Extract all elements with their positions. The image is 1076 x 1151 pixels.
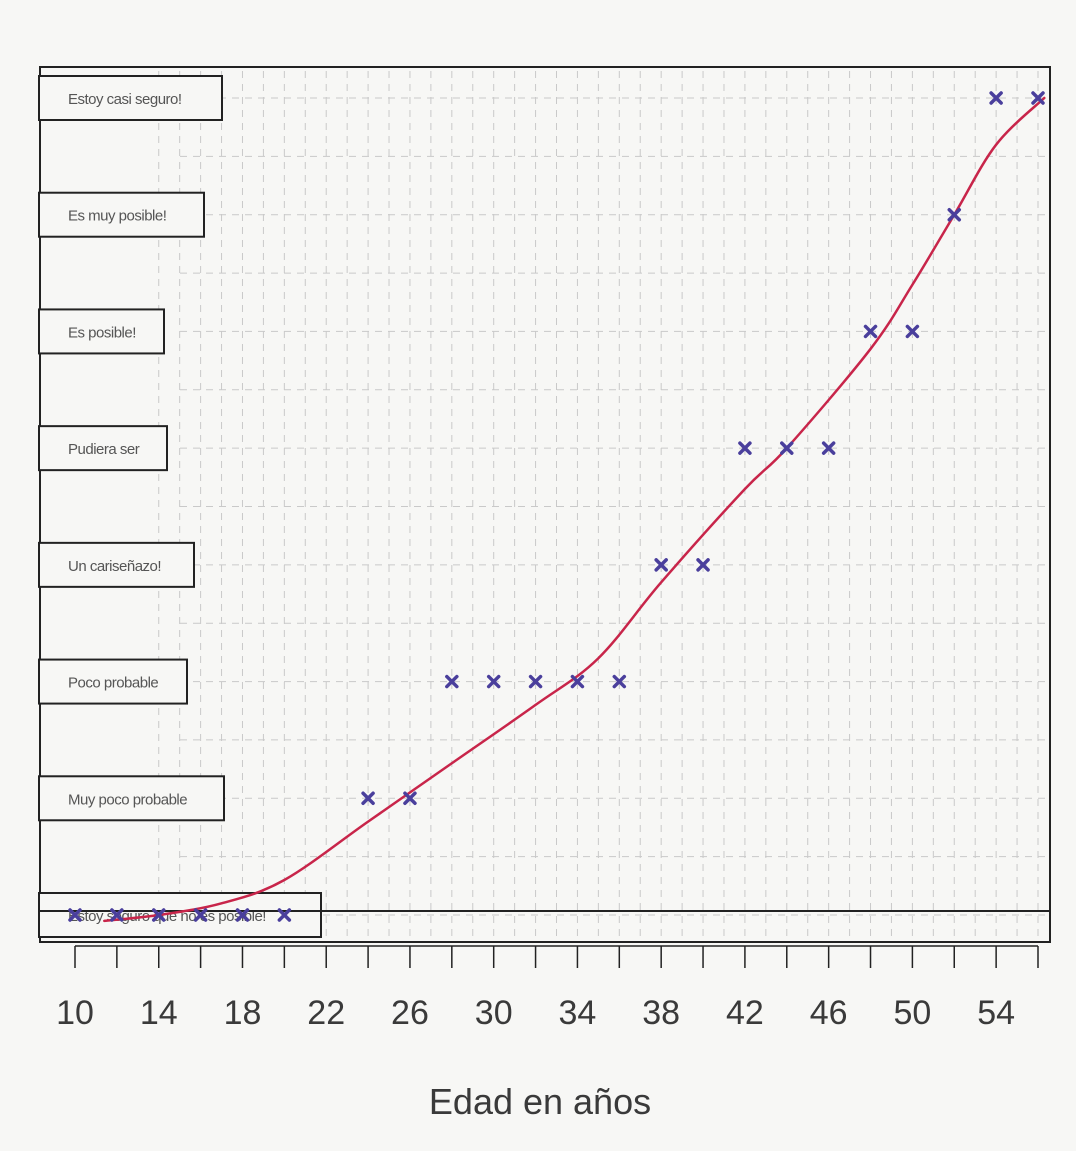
x-tick-label: 50 xyxy=(893,994,931,1032)
series xyxy=(68,91,1046,923)
x-tick-label: 34 xyxy=(559,994,597,1032)
category-label: Pudiera ser xyxy=(68,441,140,458)
category-box: Es posible! xyxy=(38,308,165,355)
x-tick-label: 22 xyxy=(307,994,345,1032)
data-point-stroke xyxy=(780,441,794,455)
category-label-boxes: Estoy seguro que no es posible! Muy poco … xyxy=(38,75,1050,938)
data-point-stroke xyxy=(612,674,627,689)
category-label: Muy poco probable xyxy=(68,791,187,808)
data-point-stroke xyxy=(989,91,1003,105)
data-point xyxy=(905,324,920,339)
x-axis-title: Edad en años xyxy=(429,1081,651,1122)
data-point-stroke xyxy=(696,558,710,572)
data-point xyxy=(738,441,752,455)
data-point-stroke xyxy=(528,674,543,689)
x-tick-label: 30 xyxy=(475,994,513,1032)
data-point-stroke xyxy=(905,324,920,339)
category-label: Un cariseñazo! xyxy=(68,558,161,575)
category-box: Pudiera ser xyxy=(38,425,168,472)
data-point-stroke xyxy=(277,908,292,922)
data-point xyxy=(403,791,417,806)
category-box-frame xyxy=(38,892,322,938)
data-point-stroke xyxy=(151,908,166,922)
category-box-frame xyxy=(38,308,165,355)
category-box-frame xyxy=(38,191,205,238)
data-point xyxy=(68,908,82,922)
x-tick-label: 42 xyxy=(726,994,764,1032)
data-point-stroke xyxy=(654,558,668,572)
data-point xyxy=(570,674,585,689)
data-point xyxy=(277,908,292,922)
category-label: Es posible! xyxy=(68,324,136,341)
x-tick-label: 54 xyxy=(977,994,1015,1032)
data-point xyxy=(193,908,208,922)
data-point xyxy=(654,558,668,572)
data-point xyxy=(528,674,543,689)
plot-frame xyxy=(39,66,1051,943)
data-point xyxy=(821,441,836,455)
data-point-stroke xyxy=(403,791,417,806)
category-box-frame xyxy=(38,775,225,822)
data-point-stroke xyxy=(486,674,501,689)
data-point-stroke xyxy=(738,441,752,455)
data-point xyxy=(110,908,124,922)
x-tick-label: 10 xyxy=(56,994,94,1032)
fit-curve xyxy=(103,96,1046,923)
x-tick-label: 26 xyxy=(391,994,429,1032)
category-box-frame xyxy=(38,425,168,472)
data-point-stroke xyxy=(863,324,878,339)
x-tick-label: 46 xyxy=(810,994,848,1032)
data-point-stroke xyxy=(68,908,82,922)
category-label: Poco probable xyxy=(68,675,158,692)
category-box: Es muy posible! xyxy=(38,191,205,238)
data-point-stroke xyxy=(235,908,250,922)
data-point xyxy=(235,908,250,922)
data-point xyxy=(361,791,375,806)
data-point-stroke xyxy=(570,674,585,689)
x-tick-label: 38 xyxy=(642,994,680,1032)
category-box: Poco probable xyxy=(38,658,188,705)
data-point-stroke xyxy=(445,674,459,689)
x-tick-label: 18 xyxy=(224,994,262,1032)
data-point-stroke xyxy=(110,908,124,922)
category-box-frame xyxy=(38,658,188,705)
data-point-stroke xyxy=(1031,91,1045,105)
category-box: Muy poco probable xyxy=(38,775,225,822)
data-point xyxy=(696,558,710,572)
data-point xyxy=(445,674,459,689)
data-point-stroke xyxy=(947,207,962,222)
category-box-frame xyxy=(38,75,223,121)
data-point xyxy=(486,674,501,689)
data-point xyxy=(612,674,627,689)
x-tick-label: 14 xyxy=(140,994,178,1032)
data-point xyxy=(1031,91,1045,105)
data-point xyxy=(863,324,878,339)
x-axis: 10 14 18 22 26 30 34 38 42 46 50 54 xyxy=(56,945,1039,1032)
data-point-stroke xyxy=(821,441,836,455)
category-box: Un cariseñazo! xyxy=(38,541,195,588)
data-point xyxy=(151,908,166,922)
data-point xyxy=(989,91,1003,105)
category-box-frame xyxy=(38,541,195,588)
data-point-stroke xyxy=(361,791,375,806)
data-point xyxy=(780,441,794,455)
data-point xyxy=(947,207,962,222)
category-label: Estoy casi seguro! xyxy=(68,91,182,108)
data-point-stroke xyxy=(193,908,208,922)
category-label: Es muy posible! xyxy=(68,208,166,225)
category-box: Estoy casi seguro! xyxy=(38,75,223,121)
category-box: Estoy seguro que no es posible! xyxy=(38,892,322,938)
grid xyxy=(158,71,1048,940)
